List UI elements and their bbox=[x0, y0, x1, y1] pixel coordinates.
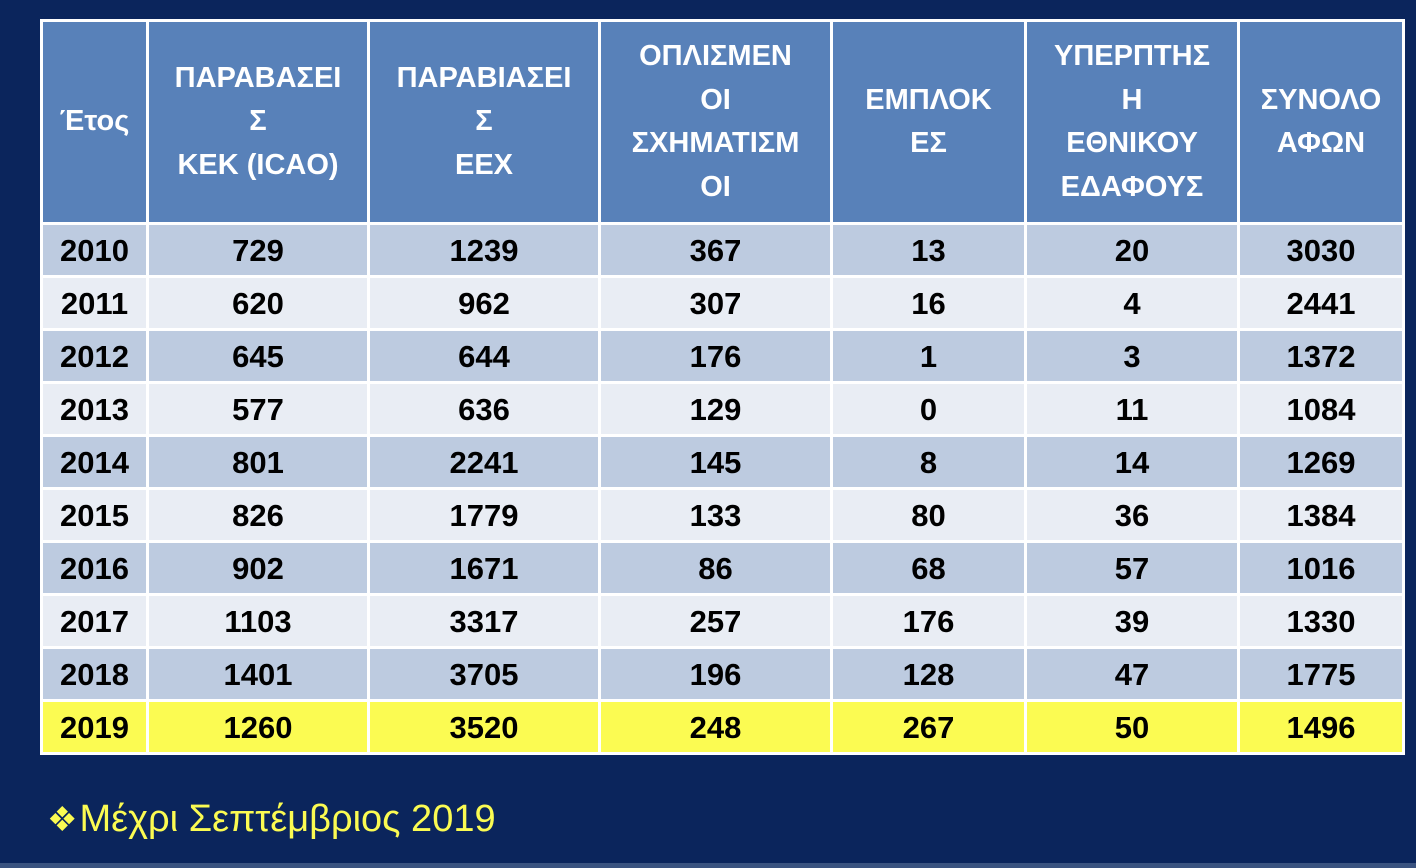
value-cell: 86 bbox=[598, 540, 833, 596]
value-cell: 36 bbox=[1024, 487, 1240, 543]
value-cell: 8 bbox=[830, 434, 1027, 490]
value-cell: 1384 bbox=[1237, 487, 1405, 543]
value-cell: 1401 bbox=[146, 646, 370, 702]
value-cell: 1330 bbox=[1237, 593, 1405, 649]
table-row: 2017 1103 3317 257 176 39 1330 bbox=[40, 593, 1405, 649]
footnote-text: Μέχρι Σεπτέμβριος 2019 bbox=[79, 798, 496, 840]
value-cell: 577 bbox=[146, 381, 370, 437]
diamond-bullet-icon: ❖ bbox=[47, 800, 78, 839]
value-cell: 176 bbox=[598, 328, 833, 384]
year-cell: 2018 bbox=[40, 646, 149, 702]
table-row: 2013 577 636 129 0 11 1084 bbox=[40, 381, 1405, 437]
value-cell: 826 bbox=[146, 487, 370, 543]
value-cell: 3030 bbox=[1237, 222, 1405, 278]
year-cell: 2014 bbox=[40, 434, 149, 490]
value-cell: 176 bbox=[830, 593, 1027, 649]
bottom-edge-strip bbox=[0, 863, 1416, 868]
year-cell: 2016 bbox=[40, 540, 149, 596]
table-row: 2016 902 1671 86 68 57 1016 bbox=[40, 540, 1405, 596]
value-cell: 50 bbox=[1024, 699, 1240, 755]
header-row: Έτος ΠΑΡΑΒΑΣΕΙ Σ ΚΕΚ (ICAO) ΠΑΡΑΒΙΑΣΕΙ Σ… bbox=[40, 19, 1405, 225]
value-cell: 1779 bbox=[367, 487, 601, 543]
value-cell: 13 bbox=[830, 222, 1027, 278]
value-cell: 68 bbox=[830, 540, 1027, 596]
value-cell: 1016 bbox=[1237, 540, 1405, 596]
value-cell: 644 bbox=[367, 328, 601, 384]
value-cell: 367 bbox=[598, 222, 833, 278]
value-cell: 0 bbox=[830, 381, 1027, 437]
value-cell: 145 bbox=[598, 434, 833, 490]
col-header-oplismenoi-schimatismoi: ΟΠΛΙΣΜΕΝ ΟΙ ΣΧΗΜΑΤΙΣΜ ΟΙ bbox=[598, 19, 833, 225]
value-cell: 16 bbox=[830, 275, 1027, 331]
year-cell: 2017 bbox=[40, 593, 149, 649]
col-header-yperptisi-ethnikou-edafous: ΥΠΕΡΠΤΗΣ Η ΕΘΝΙΚΟΥ ΕΔΑΦΟΥΣ bbox=[1024, 19, 1240, 225]
value-cell: 57 bbox=[1024, 540, 1240, 596]
value-cell: 1084 bbox=[1237, 381, 1405, 437]
col-header-paraviaseis-eex: ΠΑΡΑΒΙΑΣΕΙ Σ ΕΕΧ bbox=[367, 19, 601, 225]
value-cell: 1 bbox=[830, 328, 1027, 384]
value-cell: 1260 bbox=[146, 699, 370, 755]
table-body: 2010 729 1239 367 13 20 3030 2011 620 962 307 16 4 24… bbox=[40, 222, 1405, 755]
value-cell: 196 bbox=[598, 646, 833, 702]
year-cell: 2013 bbox=[40, 381, 149, 437]
value-cell: 962 bbox=[367, 275, 601, 331]
value-cell: 257 bbox=[598, 593, 833, 649]
value-cell: 307 bbox=[598, 275, 833, 331]
table-row: 2015 826 1779 133 80 36 1384 bbox=[40, 487, 1405, 543]
value-cell: 3520 bbox=[367, 699, 601, 755]
value-cell: 39 bbox=[1024, 593, 1240, 649]
value-cell: 645 bbox=[146, 328, 370, 384]
col-header-paravaseis-kek: ΠΑΡΑΒΑΣΕΙ Σ ΚΕΚ (ICAO) bbox=[146, 19, 370, 225]
col-header-emplokes: ΕΜΠΛΟΚ ΕΣ bbox=[830, 19, 1027, 225]
year-cell: 2010 bbox=[40, 222, 149, 278]
table-row: 2012 645 644 176 1 3 1372 bbox=[40, 328, 1405, 384]
value-cell: 3 bbox=[1024, 328, 1240, 384]
value-cell: 248 bbox=[598, 699, 833, 755]
value-cell: 1496 bbox=[1237, 699, 1405, 755]
value-cell: 729 bbox=[146, 222, 370, 278]
year-cell: 2011 bbox=[40, 275, 149, 331]
value-cell: 20 bbox=[1024, 222, 1240, 278]
year-cell: 2015 bbox=[40, 487, 149, 543]
value-cell: 2241 bbox=[367, 434, 601, 490]
table-row: 2014 801 2241 145 8 14 1269 bbox=[40, 434, 1405, 490]
value-cell: 14 bbox=[1024, 434, 1240, 490]
value-cell: 1775 bbox=[1237, 646, 1405, 702]
value-cell: 129 bbox=[598, 381, 833, 437]
footnote: ❖ Μέχρι Σεπτέμβριος 2019 bbox=[47, 798, 496, 841]
value-cell: 1671 bbox=[367, 540, 601, 596]
violations-table: Έτος ΠΑΡΑΒΑΣΕΙ Σ ΚΕΚ (ICAO) ΠΑΡΑΒΙΑΣΕΙ Σ… bbox=[40, 19, 1405, 755]
table-row: 2018 1401 3705 196 128 47 1775 bbox=[40, 646, 1405, 702]
year-cell: 2019 bbox=[40, 699, 149, 755]
col-header-synolo-afon: ΣΥΝΟΛΟ ΑΦΩΝ bbox=[1237, 19, 1405, 225]
value-cell: 902 bbox=[146, 540, 370, 596]
value-cell: 267 bbox=[830, 699, 1027, 755]
value-cell: 1269 bbox=[1237, 434, 1405, 490]
value-cell: 3317 bbox=[367, 593, 601, 649]
value-cell: 620 bbox=[146, 275, 370, 331]
value-cell: 11 bbox=[1024, 381, 1240, 437]
value-cell: 801 bbox=[146, 434, 370, 490]
table-row: 2019 1260 3520 248 267 50 1496 bbox=[40, 699, 1405, 755]
year-cell: 2012 bbox=[40, 328, 149, 384]
value-cell: 1372 bbox=[1237, 328, 1405, 384]
value-cell: 1239 bbox=[367, 222, 601, 278]
table-row: 2011 620 962 307 16 4 2441 bbox=[40, 275, 1405, 331]
value-cell: 133 bbox=[598, 487, 833, 543]
value-cell: 128 bbox=[830, 646, 1027, 702]
value-cell: 47 bbox=[1024, 646, 1240, 702]
col-header-year: Έτος bbox=[40, 19, 149, 225]
value-cell: 2441 bbox=[1237, 275, 1405, 331]
value-cell: 1103 bbox=[146, 593, 370, 649]
value-cell: 80 bbox=[830, 487, 1027, 543]
value-cell: 3705 bbox=[367, 646, 601, 702]
value-cell: 636 bbox=[367, 381, 601, 437]
table-row: 2010 729 1239 367 13 20 3030 bbox=[40, 222, 1405, 278]
value-cell: 4 bbox=[1024, 275, 1240, 331]
